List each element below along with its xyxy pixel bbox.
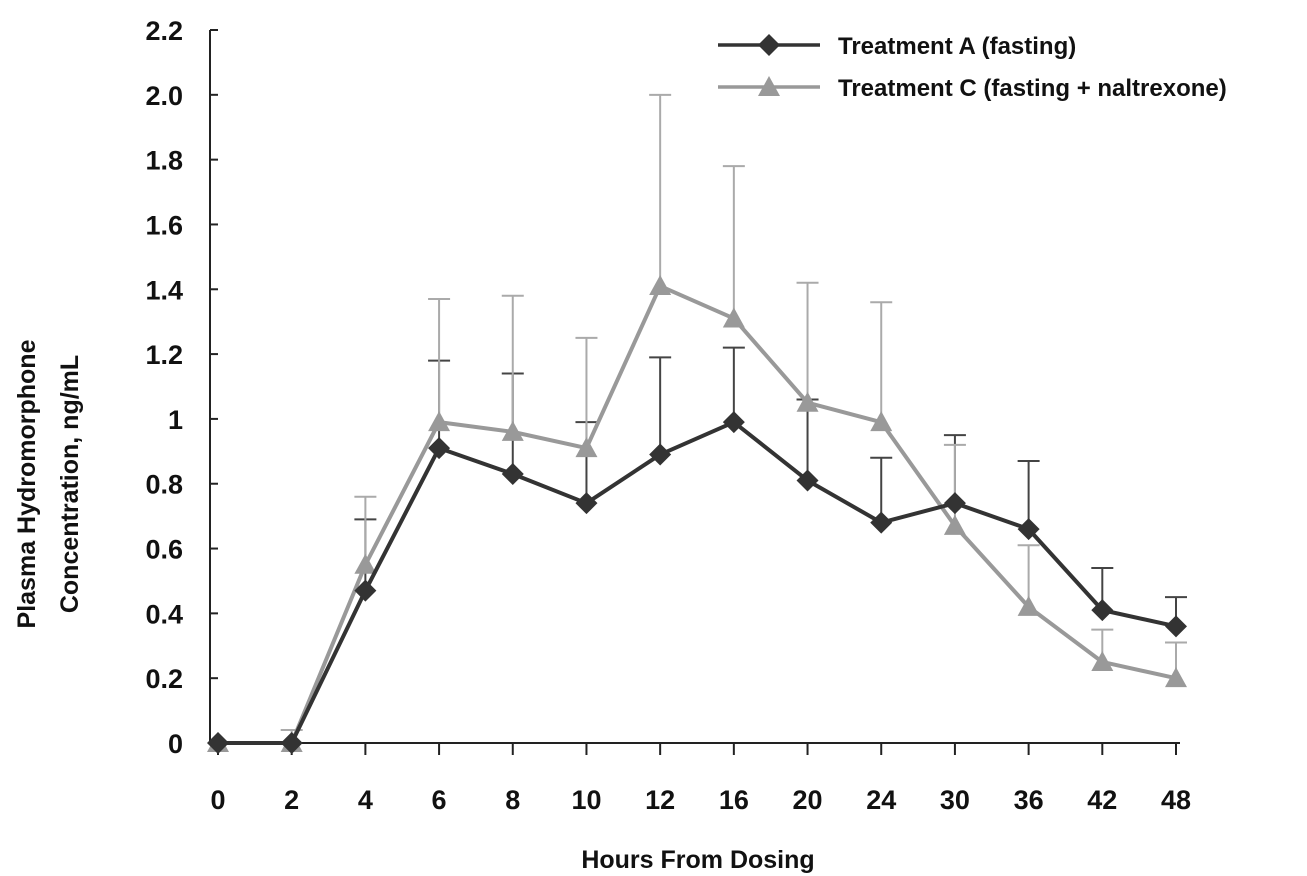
data-point-triangle xyxy=(943,514,966,535)
x-tick-label: 20 xyxy=(793,785,823,815)
x-tick-label: 42 xyxy=(1087,785,1117,815)
error-bars-group xyxy=(280,93,1187,743)
y-axis-title-line-1: Plasma Hydromorphone xyxy=(13,339,41,628)
data-point-diamond xyxy=(575,492,598,515)
x-axis-title: Hours From Dosing xyxy=(581,846,814,874)
data-point-diamond xyxy=(280,732,303,754)
x-tick-label: 10 xyxy=(571,785,601,815)
data-point-diamond xyxy=(1017,518,1040,541)
data-point-triangle xyxy=(1165,667,1187,688)
y-tick-label: 0.8 xyxy=(145,470,183,500)
data-point-triangle xyxy=(722,307,745,328)
data-point-triangle xyxy=(1017,595,1040,616)
series-group xyxy=(207,275,1187,754)
data-point-diamond xyxy=(1165,615,1187,638)
legend-item-treatment-c: Treatment C (fasting + naltrexone) xyxy=(718,75,1227,102)
y-tick-label: 2.0 xyxy=(145,81,183,111)
axes-group: 00.20.40.60.811.21.41.61.82.02.20 2 4 6 8 10 1… xyxy=(145,16,1191,815)
x-tick-label: 0 xyxy=(210,785,225,815)
data-point-diamond xyxy=(796,469,819,492)
data-point-diamond xyxy=(870,511,893,534)
legend-label-treatment-c: Treatment C (fasting + naltrexone) xyxy=(838,75,1227,102)
data-point-diamond xyxy=(428,437,451,460)
y-tick-label: 1 xyxy=(168,405,183,435)
data-point-triangle xyxy=(870,411,893,432)
data-point-triangle xyxy=(796,391,819,412)
x-tick-label: 48 xyxy=(1161,785,1191,815)
x-tick-label: 2 xyxy=(284,785,299,815)
y-tick-label: 1.2 xyxy=(145,340,183,370)
x-tick-label: 12 xyxy=(645,785,675,815)
data-point-diamond xyxy=(501,463,524,486)
data-point-triangle xyxy=(354,553,377,574)
y-tick-label: 2.2 xyxy=(145,16,183,46)
data-point-diamond xyxy=(354,579,377,602)
x-tick-label: 24 xyxy=(866,785,896,815)
y-tick-label: 1.4 xyxy=(145,275,183,305)
x-tick-label: 36 xyxy=(1014,785,1044,815)
data-point-triangle xyxy=(1091,650,1114,671)
data-point-triangle xyxy=(501,420,524,441)
data-point-diamond xyxy=(1091,599,1114,622)
y-tick-label: 0.6 xyxy=(145,535,183,565)
legend-label-treatment-a: Treatment A (fasting) xyxy=(838,33,1076,60)
data-point-triangle xyxy=(428,411,451,432)
legend: Treatment A (fasting) Treatment C (fasti… xyxy=(718,33,1227,102)
y-tick-label: 1.6 xyxy=(145,210,183,240)
y-tick-label: 0.2 xyxy=(145,664,183,694)
data-point-diamond xyxy=(207,732,229,754)
data-point-diamond xyxy=(943,492,966,515)
legend-marker-triangle xyxy=(758,76,780,96)
y-tick-label: 0 xyxy=(168,729,183,759)
y-tick-label: 1.8 xyxy=(145,146,183,176)
y-tick-label: 0.4 xyxy=(145,599,183,629)
data-point-triangle xyxy=(575,437,598,458)
x-tick-label: 6 xyxy=(432,785,447,815)
y-axis-title-line-2: Concentration, ng/mL xyxy=(56,355,84,613)
x-tick-label: 4 xyxy=(358,785,373,815)
series-line xyxy=(218,284,1177,745)
data-point-diamond xyxy=(722,411,745,434)
legend-marker-diamond xyxy=(758,34,780,56)
series-line xyxy=(218,420,1177,745)
data-point-triangle xyxy=(649,275,672,296)
x-tick-label: 8 xyxy=(505,785,520,815)
legend-item-treatment-a: Treatment A (fasting) xyxy=(718,33,1076,60)
x-tick-label: 16 xyxy=(719,785,749,815)
x-tick-label: 30 xyxy=(940,785,970,815)
data-point-diamond xyxy=(649,443,672,466)
